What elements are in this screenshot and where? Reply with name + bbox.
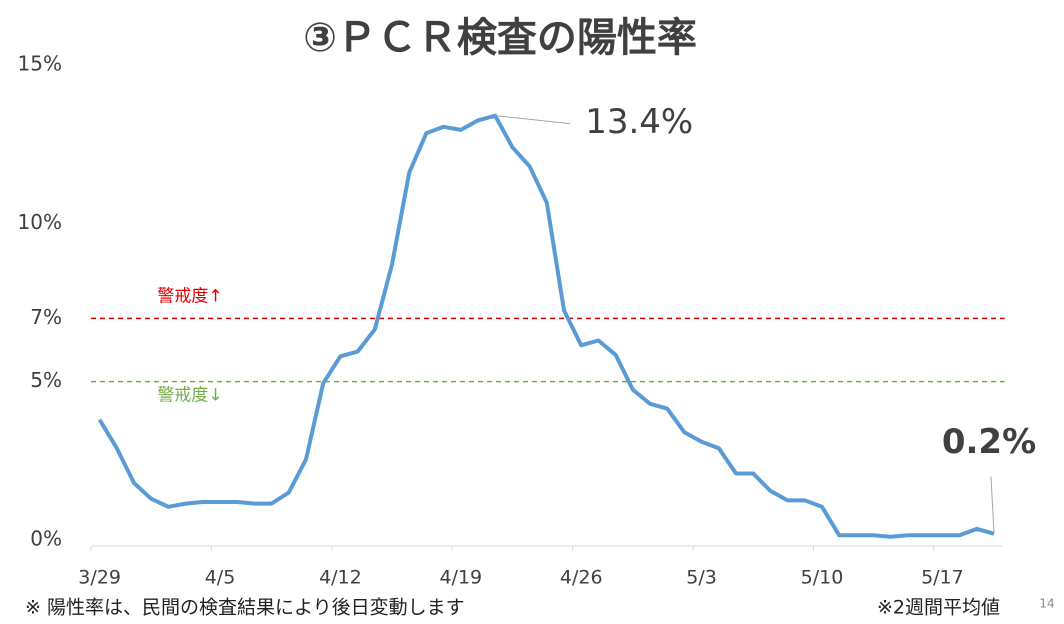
threshold-label: 警戒度↑ <box>157 286 222 306</box>
y-tick-label: 5% <box>30 368 62 392</box>
threshold-label: 警戒度↓ <box>157 386 222 406</box>
x-tick-label: 4/26 <box>560 567 603 589</box>
y-tick-label: 0% <box>30 527 62 551</box>
x-tick-label: 4/5 <box>205 567 236 589</box>
y-tick-label: 7% <box>30 305 62 329</box>
x-tick-label: 4/19 <box>439 567 482 589</box>
y-tick-label: 15% <box>18 52 62 76</box>
x-tick-label: 5/3 <box>686 567 717 589</box>
x-tick-label: 3/29 <box>78 567 121 589</box>
chart-title: ③ＰＣＲ検査の陽性率 <box>303 15 697 61</box>
leader-line <box>495 115 571 125</box>
x-tick-label: 5/10 <box>801 567 844 589</box>
y-tick-label: 10% <box>18 210 62 234</box>
data-label: 13.4% <box>585 102 693 142</box>
footnote: ※2週間平均値 <box>877 597 1000 619</box>
x-tick-label: 5/17 <box>921 567 964 589</box>
data-label: 0.2% <box>942 422 1036 462</box>
data-line <box>97 113 995 539</box>
leader-line <box>990 476 995 534</box>
footnote: ※ 陽性率は、民間の検査結果により後日変動します <box>25 597 465 619</box>
x-tick-label: 4/12 <box>319 567 362 589</box>
page-number: 14 <box>1039 597 1054 611</box>
